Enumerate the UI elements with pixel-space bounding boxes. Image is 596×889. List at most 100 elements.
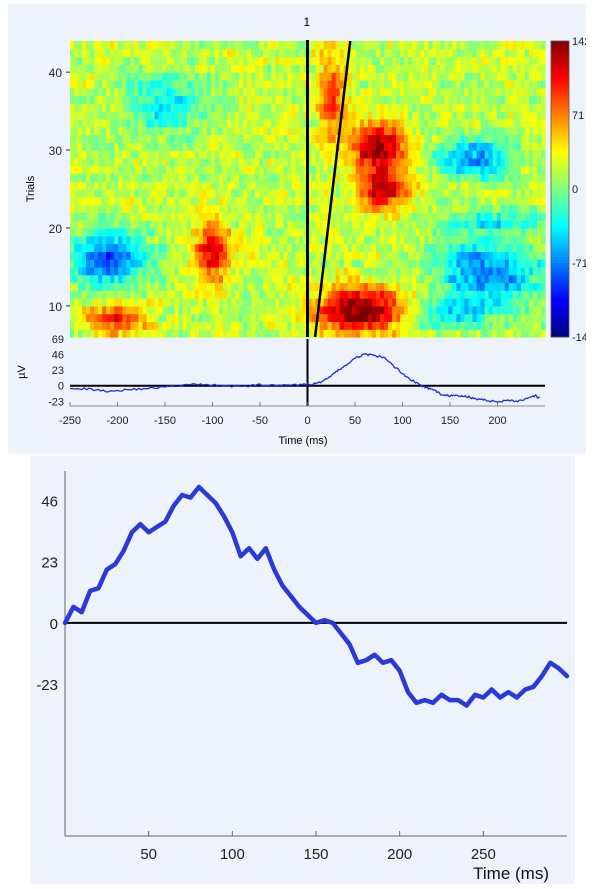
- heatmap-cell: [492, 64, 498, 73]
- heatmap-cell: [186, 79, 192, 89]
- heatmap-cell: [520, 235, 526, 245]
- heatmap-cell: [182, 329, 188, 338]
- heatmap-cell: [448, 282, 454, 291]
- heatmap-cell: [379, 72, 385, 81]
- heatmap-cell: [488, 282, 494, 291]
- heatmap-cell: [146, 274, 152, 284]
- heatmap-cell: [392, 48, 397, 58]
- heatmap-cell: [158, 41, 164, 50]
- heatmap-cell: [456, 56, 462, 65]
- heatmap-cell: [170, 126, 176, 136]
- heatmap-cell: [508, 150, 514, 159]
- heatmap-cell: [198, 126, 204, 136]
- heatmap-cell: [476, 95, 482, 104]
- heatmap-cell: [343, 56, 349, 65]
- heatmap-cell: [404, 87, 409, 97]
- heatmap-cell: [162, 243, 168, 252]
- heatmap-cell: [206, 212, 212, 221]
- heatmap-cell: [226, 118, 232, 128]
- heatmap-cell: [351, 189, 357, 198]
- heatmap-cell: [291, 111, 297, 120]
- heatmap-cell: [267, 95, 272, 104]
- heatmap-cell: [436, 173, 441, 182]
- heatmap-cell: [404, 48, 409, 58]
- heatmap-cell: [496, 290, 502, 299]
- heatmap-cell: [512, 72, 518, 81]
- heatmap-cell: [214, 274, 220, 284]
- heatmap-cell: [488, 48, 494, 58]
- heatmap-cell: [247, 266, 252, 276]
- heatmap-cell: [404, 165, 409, 175]
- heatmap-cell: [239, 95, 244, 104]
- heatmap-cell: [106, 118, 111, 128]
- heatmap-cell: [102, 227, 107, 237]
- heatmap-cell: [251, 118, 256, 128]
- heatmap-cell: [94, 79, 99, 89]
- heatmap-cell: [375, 227, 381, 237]
- heatmap-cell: [102, 181, 107, 190]
- heatmap-cell: [110, 87, 115, 97]
- heatmap-cell: [154, 142, 160, 151]
- heatmap-cell: [516, 64, 522, 73]
- heatmap-cell: [416, 243, 421, 252]
- heatmap-cell: [484, 56, 490, 65]
- heatmap-cell: [78, 189, 83, 198]
- heatmap-cell: [496, 142, 502, 151]
- heatmap-cell: [472, 118, 478, 128]
- heatmap-cell: [359, 243, 365, 252]
- colorbar-slice: [551, 224, 569, 228]
- heatmap-cell: [98, 41, 103, 50]
- heatmap-cell: [214, 196, 220, 206]
- heatmap-cell: [504, 212, 510, 221]
- heatmap-cell: [218, 305, 224, 315]
- heatmap-cell: [218, 64, 224, 73]
- heatmap-cell: [343, 243, 349, 252]
- heatmap-cell: [206, 313, 212, 323]
- heatmap-cell: [226, 189, 232, 198]
- heatmap-cell: [532, 150, 538, 159]
- heatmap-cell: [162, 142, 168, 151]
- heatmap-cell: [424, 220, 429, 229]
- heatmap-cell: [400, 87, 405, 97]
- heatmap-cell: [472, 157, 478, 167]
- heatmap-cell: [436, 189, 441, 198]
- heatmap-cell: [218, 157, 224, 167]
- heatmap-cell: [291, 220, 297, 229]
- heatmap-cell: [500, 150, 506, 159]
- heatmap-cell: [359, 313, 365, 323]
- heatmap-cell: [283, 64, 288, 73]
- heatmap-cell: [396, 274, 401, 284]
- heatmap-cell: [303, 282, 309, 291]
- heatmap-cell: [122, 321, 127, 330]
- heatmap-cell: [118, 118, 123, 128]
- heatmap-cell: [299, 189, 305, 198]
- heatmap-cell: [154, 103, 160, 112]
- heatmap-cell: [86, 134, 91, 143]
- heatmap-cell: [283, 157, 288, 167]
- colorbar-slice: [551, 67, 569, 72]
- heatmap-cell: [158, 157, 164, 167]
- heatmap-cell: [222, 64, 228, 73]
- heatmap-cell: [263, 298, 268, 307]
- heatmap-cell: [323, 227, 329, 237]
- heatmap-cell: [347, 204, 353, 213]
- heatmap-cell: [444, 79, 449, 89]
- heatmap-cell: [468, 118, 474, 128]
- heatmap-cell: [472, 313, 478, 323]
- heatmap-cell: [247, 189, 252, 198]
- heatmap-cell: [428, 235, 433, 245]
- heatmap-cell: [424, 87, 429, 97]
- heatmap-cell: [226, 157, 232, 167]
- heatmap-cell: [444, 259, 449, 268]
- heatmap-cell: [158, 290, 164, 299]
- heatmap-cell: [404, 204, 409, 213]
- heatmap-cell: [206, 87, 212, 97]
- heatmap-cell: [472, 56, 478, 65]
- heatmap-cell: [480, 95, 486, 104]
- heatmap-cell: [500, 305, 506, 315]
- heatmap-cell: [355, 251, 361, 260]
- heatmap-cell: [210, 220, 216, 229]
- heatmap-cell: [174, 235, 180, 245]
- heatmap-cell: [388, 212, 393, 221]
- heatmap-cell: [263, 181, 268, 190]
